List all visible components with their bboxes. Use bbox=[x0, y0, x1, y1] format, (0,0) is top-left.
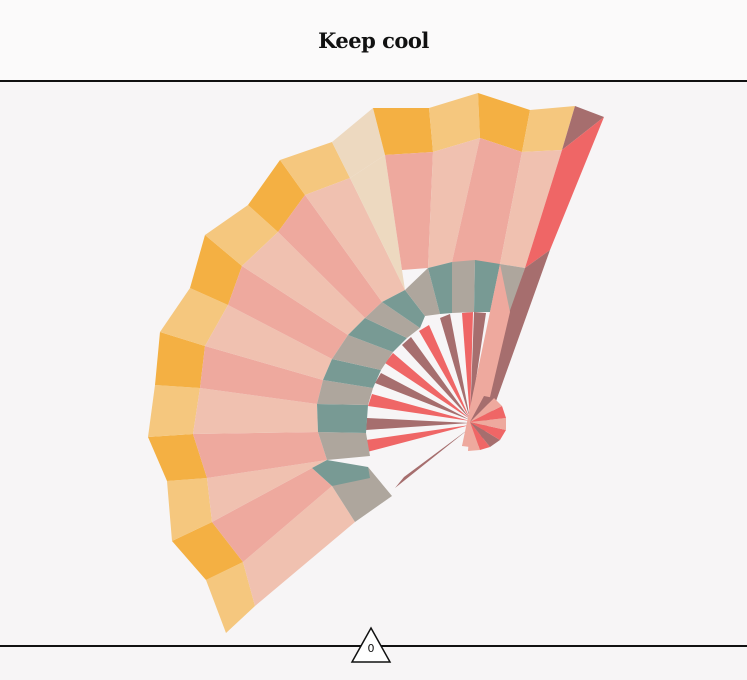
fan-rib bbox=[395, 428, 470, 488]
fan-ribs bbox=[366, 312, 486, 488]
top-divider bbox=[0, 80, 747, 82]
fan-rib bbox=[462, 312, 473, 419]
fan-leaf bbox=[148, 93, 604, 633]
fan-rib bbox=[366, 418, 470, 430]
fan-ring bbox=[312, 260, 525, 522]
fan-rib bbox=[368, 394, 470, 421]
fan-rib bbox=[402, 337, 470, 419]
fan-pivot bbox=[468, 396, 506, 451]
fan-illustration bbox=[148, 93, 604, 633]
counter-label: 0 bbox=[367, 642, 375, 655]
triangle-icon[interactable] bbox=[350, 626, 392, 664]
fan-rib bbox=[419, 325, 470, 419]
fan-guard-rib bbox=[462, 264, 510, 448]
fan-canvas[interactable] bbox=[0, 82, 747, 645]
fan-rib bbox=[440, 314, 470, 419]
fan-rib bbox=[375, 373, 470, 420]
fan-rib bbox=[366, 425, 470, 452]
page-title: Keep cool bbox=[0, 0, 747, 80]
fan-rib bbox=[385, 353, 470, 419]
